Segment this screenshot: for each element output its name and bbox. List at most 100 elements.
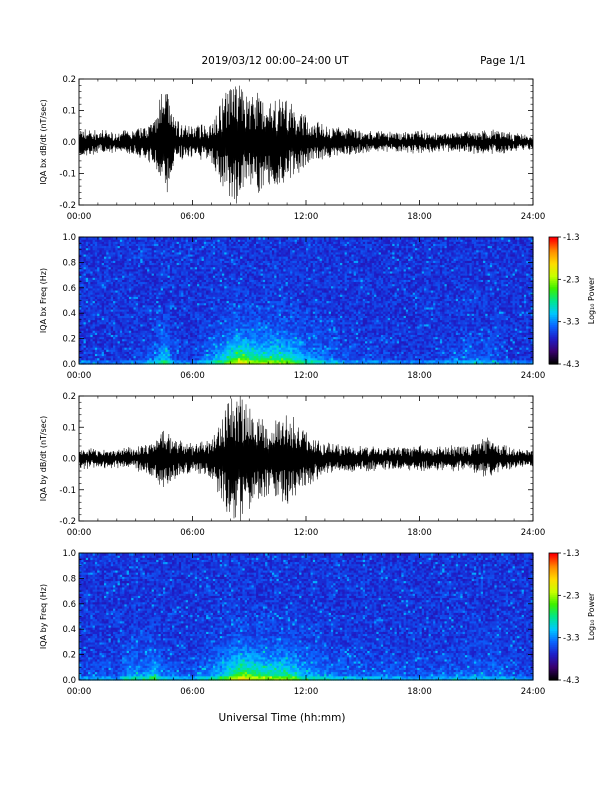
spectrogram-cell (174, 247, 178, 251)
spectrogram-cell (99, 256, 103, 259)
spectrogram-cell (90, 319, 94, 323)
spectrogram-cell (85, 277, 89, 280)
spectrogram-cell (174, 308, 178, 312)
spectrogram-cell (178, 342, 182, 346)
spectrogram-cell (194, 245, 198, 249)
spectrogram-cell (176, 336, 180, 340)
spectrogram-cell (85, 338, 89, 342)
spectrogram-cell (169, 296, 173, 299)
spectrogram-cell (138, 304, 141, 308)
spectrogram-cell (158, 268, 162, 272)
spectrogram-cell (81, 349, 85, 352)
spectrogram-cell (128, 298, 132, 302)
spectrogram-cell (110, 321, 114, 325)
spectrogram-cell (178, 308, 182, 312)
spectrogram-cell (183, 239, 187, 242)
spectrogram-cell (172, 349, 175, 352)
spectrogram-cell (199, 245, 203, 249)
spectrogram-cell (85, 344, 89, 348)
spectrogram-cell (158, 253, 162, 257)
spectrogram-cell (217, 315, 221, 319)
spectrogram-cell (138, 332, 141, 335)
spectrogram-cell (174, 249, 178, 253)
spectrogram-cell (149, 336, 153, 340)
spectrogram-cell (172, 260, 175, 263)
spectrogram-cell (187, 330, 191, 333)
spectrogram-cell (203, 247, 207, 251)
spectrogram-cell (108, 323, 112, 327)
spectrogram-cell (133, 361, 137, 365)
spectrogram-cell (158, 277, 162, 280)
spectrogram-cell (149, 325, 153, 329)
spectrogram-cell (122, 359, 125, 363)
spectrogram-cell (176, 256, 180, 259)
spectrogram-cell (97, 321, 101, 325)
spectrogram-cell (94, 359, 98, 363)
spectrogram-cell (140, 289, 144, 293)
spectrogram-cell (113, 258, 116, 261)
spectrogram-cell (151, 256, 155, 259)
spectrogram-cell (99, 260, 103, 263)
spectrogram-cell (106, 355, 110, 359)
spectrogram-cell (142, 349, 146, 352)
spectrogram-cell (131, 247, 135, 251)
spectrogram-cell (160, 292, 164, 295)
spectrogram-cell (124, 298, 128, 302)
spectrogram-cell (103, 340, 107, 344)
spectrogram-cell (128, 340, 132, 344)
spectrogram-cell (212, 239, 216, 242)
spectrogram-cell (212, 272, 216, 276)
spectrogram-cell (169, 253, 173, 257)
spectrogram-cell (94, 241, 98, 244)
spectrogram-cell (167, 313, 171, 316)
spectrogram-cell (92, 275, 96, 278)
spectrogram-cell (203, 359, 207, 363)
spectrogram-cell (158, 304, 162, 308)
spectrogram-cell (185, 340, 189, 344)
spectrogram-cell (151, 317, 155, 321)
spectrogram-cell (88, 279, 91, 283)
spectrogram-cell (217, 323, 221, 327)
spectrogram-cell (203, 351, 207, 355)
spectrogram-cell (201, 262, 205, 266)
spectrogram-cell (106, 317, 110, 321)
spectrogram-cell (203, 323, 207, 327)
spectrogram-cell (212, 249, 216, 253)
spectrogram-cell (212, 256, 216, 259)
spectrogram-cell (142, 294, 146, 297)
spectrogram-cell (212, 294, 216, 297)
spectrogram-cell (79, 304, 82, 308)
spectrogram-cell (181, 292, 185, 295)
spectrogram-cell (178, 334, 182, 338)
spectrogram-cell (138, 241, 141, 244)
spectrogram-cell (94, 270, 98, 274)
spectrogram-cell (192, 353, 196, 357)
spectrogram-cell (83, 302, 87, 306)
spectrogram-cell (206, 349, 209, 352)
spectrogram-cell (158, 355, 162, 359)
spectrogram-cell (160, 243, 164, 247)
spectrogram-cell (208, 260, 212, 263)
spectrogram-cell (187, 351, 191, 355)
spectrogram-cell (199, 296, 203, 299)
spectrogram-cell (190, 332, 194, 335)
spectrogram-cell (210, 277, 214, 280)
spectrogram-cell (210, 351, 214, 355)
spectrogram-cell (117, 342, 121, 346)
spectrogram-cell (113, 342, 116, 346)
spectrogram-cell (103, 296, 107, 299)
spectrogram-cell (181, 336, 185, 340)
spectrogram-cell (135, 287, 139, 291)
spectrogram-cell (94, 336, 98, 340)
spectrogram-cell (167, 351, 171, 355)
spectrogram-cell (106, 351, 110, 355)
spectrogram-cell (124, 351, 128, 355)
spectrogram-cell (119, 347, 123, 350)
spectrogram-cell (201, 315, 205, 319)
spectrogram-cell (135, 361, 139, 365)
spectrogram-cell (133, 351, 137, 355)
spectrogram-cell (158, 294, 162, 297)
spectrogram-cell (128, 266, 132, 270)
spectrogram-cell (208, 241, 212, 244)
spectrogram-cell (208, 302, 212, 306)
